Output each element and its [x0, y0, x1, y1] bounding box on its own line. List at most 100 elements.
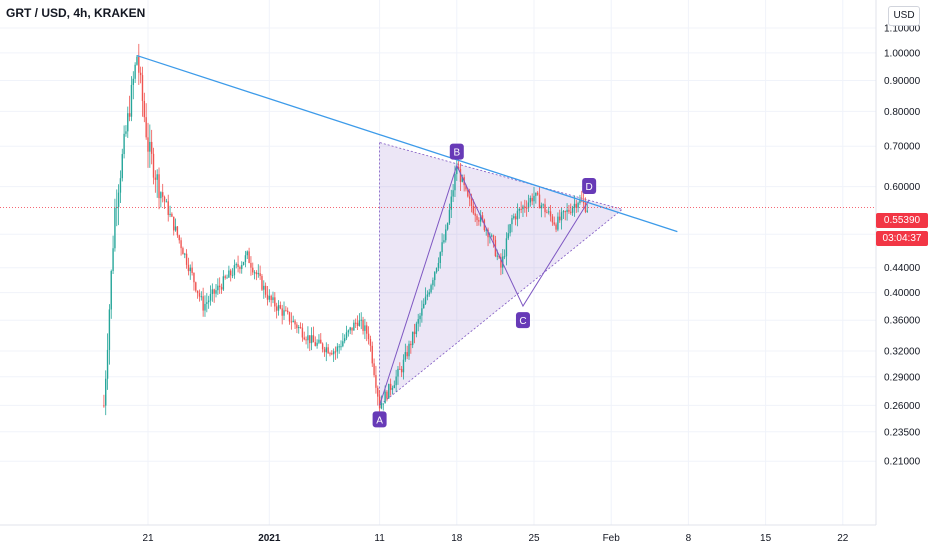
candle-down — [459, 168, 462, 182]
candle-up — [231, 275, 234, 277]
candle-up — [503, 256, 506, 258]
candle-up — [136, 56, 138, 65]
candle-up — [507, 233, 509, 239]
candle-up — [529, 197, 532, 203]
candle-up — [446, 223, 449, 230]
candle-up — [242, 262, 245, 265]
candle-up — [566, 209, 568, 212]
candle-down — [544, 204, 546, 213]
candle-up — [557, 216, 559, 230]
pattern-label-bg — [372, 411, 387, 428]
candle-down — [524, 206, 526, 208]
candle-up — [505, 238, 508, 257]
candle-up — [241, 264, 243, 269]
candle-up — [435, 267, 438, 273]
candle-down — [356, 322, 359, 326]
candle-up — [217, 285, 219, 291]
candle-down — [321, 343, 324, 350]
candle-down — [294, 320, 296, 325]
price-tick-label: 1.00000 — [884, 48, 921, 59]
candle-down — [180, 240, 182, 249]
time-tick-label: Feb — [603, 533, 621, 544]
pattern-label-bg — [582, 177, 597, 194]
candle-down — [264, 285, 267, 295]
candle-down — [288, 312, 291, 322]
candle-up — [454, 174, 456, 191]
candle-up — [448, 209, 451, 224]
candle-up — [268, 295, 271, 300]
candle-up — [340, 346, 342, 348]
candle-up — [174, 226, 177, 231]
candle-up — [485, 229, 487, 231]
candle-down — [520, 208, 522, 210]
price-tick-label: 0.26000 — [884, 401, 921, 412]
candle-up — [272, 297, 274, 301]
candlestick-series — [103, 43, 589, 416]
candle-down — [492, 235, 495, 240]
candle-up — [402, 359, 405, 373]
candle-up — [257, 273, 259, 275]
candle-up — [391, 388, 394, 390]
candle-up — [417, 319, 419, 324]
candle-down — [138, 56, 140, 73]
candle-down — [377, 387, 379, 397]
candle-down — [185, 253, 188, 265]
candle-up — [149, 141, 151, 152]
candle-up — [343, 338, 346, 342]
candle-up — [292, 320, 294, 323]
candle-down — [399, 368, 401, 370]
candle-up — [577, 202, 579, 208]
currency-button[interactable]: USD — [888, 6, 920, 26]
candle-down — [198, 293, 201, 297]
pattern-label: D — [586, 182, 593, 193]
price-tick-label: 0.32000 — [884, 347, 921, 358]
pattern-label: C — [519, 316, 526, 327]
candle-up — [432, 280, 434, 286]
candle-down — [154, 177, 157, 180]
candle-up — [200, 296, 203, 298]
candle-up — [411, 331, 414, 346]
candle-up — [283, 310, 285, 316]
candle-down — [536, 192, 539, 195]
candle-down — [551, 216, 554, 223]
candle-down — [167, 201, 169, 215]
candle-down — [261, 276, 263, 290]
candle-up — [511, 218, 513, 225]
candle-down — [250, 262, 252, 268]
candle-down — [285, 310, 287, 312]
candle-up — [579, 199, 581, 203]
candle-down — [470, 198, 473, 207]
candle-up — [132, 78, 134, 85]
candle-down — [314, 342, 316, 346]
candle-down — [275, 306, 278, 311]
candle-up — [439, 252, 441, 263]
candle-down — [531, 197, 533, 202]
candle-up — [364, 325, 366, 331]
candle-up — [353, 322, 355, 331]
candle-up — [125, 131, 127, 134]
candle-down — [309, 335, 311, 344]
candle-down — [468, 196, 471, 199]
candle-up — [397, 368, 399, 377]
candle-up — [518, 208, 520, 211]
candle-down — [538, 194, 541, 209]
candle-up — [535, 192, 537, 196]
candle-down — [163, 196, 166, 202]
time-tick-label: 21 — [142, 533, 154, 544]
candle-up — [434, 272, 436, 281]
candle-down — [290, 321, 293, 323]
candle-down — [570, 211, 572, 213]
candle-down — [270, 295, 272, 301]
candle-down — [525, 207, 528, 209]
candle-down — [252, 267, 254, 273]
pattern-label: A — [376, 415, 383, 426]
candle-up — [116, 207, 118, 209]
candle-up — [430, 285, 432, 293]
candle-down — [196, 290, 199, 294]
candle-up — [121, 154, 123, 179]
price-axis: 1.10000 1.00000 0.90000 0.80000 0.70000 0.600… — [875, 0, 932, 550]
candle-up — [415, 323, 418, 335]
candle-up — [228, 270, 230, 278]
candle-countdown-tag: 03:04:37 — [876, 231, 928, 246]
